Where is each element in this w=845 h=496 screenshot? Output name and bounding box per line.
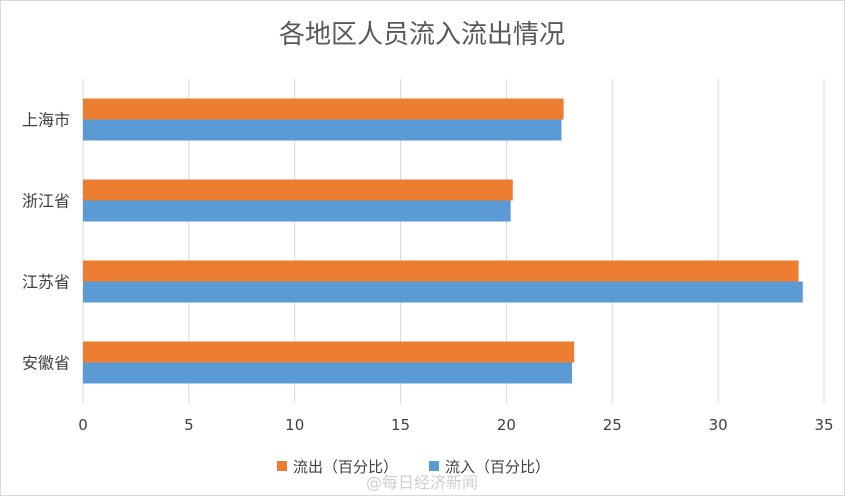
bar-outflow: [83, 98, 564, 120]
x-tick-labels: 0 5 10 15 20 25 30 35: [78, 416, 833, 434]
bar-outflow: [83, 260, 799, 282]
x-tick-label: 5: [184, 416, 194, 434]
x-tick-label: 20: [497, 416, 516, 434]
category-label: 江苏省: [22, 273, 70, 292]
x-tick-label: 10: [285, 416, 304, 434]
x-tick-label: 15: [391, 416, 410, 434]
bars: [83, 98, 803, 384]
chart-title: 各地区人员流入流出情况: [279, 20, 565, 50]
legend-label-inflow: 流入（百分比）: [445, 458, 550, 476]
x-tick-label: 30: [709, 416, 728, 434]
bar-inflow: [83, 200, 511, 222]
category-label: 安徽省: [22, 354, 70, 373]
legend-swatch-outflow: [277, 461, 287, 471]
category-label: 浙江省: [22, 192, 70, 211]
x-tick-label: 0: [78, 416, 88, 434]
legend-swatch-inflow: [429, 461, 439, 471]
legend-label-outflow: 流出（百分比）: [293, 458, 398, 476]
legend: 流出（百分比） 流入（百分比）: [277, 458, 550, 476]
bar-inflow: [83, 281, 803, 303]
bar-outflow: [83, 179, 513, 201]
watermark-text: @每日经济新闻: [366, 473, 478, 492]
bar-inflow: [83, 362, 573, 384]
x-tick-label: 25: [603, 416, 622, 434]
x-tick-label: 35: [814, 416, 833, 434]
bar-outflow: [83, 341, 575, 363]
bar-inflow: [83, 119, 562, 141]
category-label: 上海市: [22, 111, 70, 130]
